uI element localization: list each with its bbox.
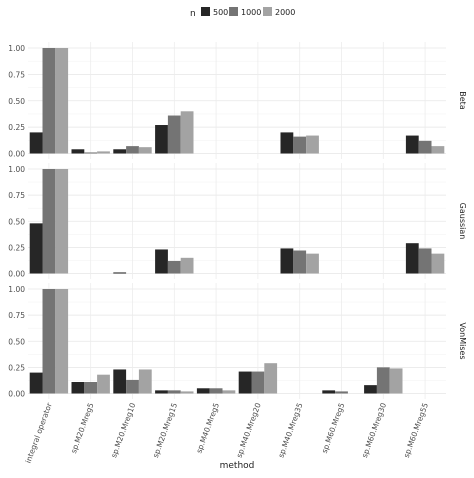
bar-VonMises-integral operator-500	[29, 372, 43, 394]
bar-VonMises-sp.M20.Mreg5-500	[71, 382, 85, 394]
bar-VonMises-integral operator-1000	[42, 289, 56, 394]
bar-Gaussian-integral operator-2000	[55, 169, 69, 274]
bar-Beta-sp.M20.Mreg5-2000	[97, 151, 110, 154]
y-tick-label: 0.00	[8, 270, 25, 279]
bar-Gaussian-sp.M20.Mreg15-2000	[180, 257, 194, 274]
legend-swatch-2000	[263, 7, 272, 16]
x-tick-label: sp.M20.Mreg5	[69, 401, 96, 454]
bar-Gaussian-integral operator-1000	[42, 169, 56, 274]
bar-Beta-sp.M20.Mreg5-500	[71, 149, 85, 154]
bar-VonMises-sp.M40.Mreg5-1000	[209, 388, 223, 394]
y-tick-label: 0.00	[8, 150, 25, 159]
x-tick-label: sp.M40.Mreg5	[194, 401, 221, 454]
legend-label-500: 500	[213, 8, 228, 17]
legend-swatch-500	[201, 7, 210, 16]
bar-VonMises-sp.M20.Mreg5-2000	[97, 374, 110, 394]
bar-Gaussian-sp.M40.Mreg35-2000	[306, 253, 319, 274]
bar-VonMises-sp.M20.Mreg10-2000	[138, 369, 152, 394]
bar-VonMises-sp.M20.Mreg15-1000	[167, 390, 181, 394]
bar-VonMises-sp.M20.Mreg15-500	[155, 390, 168, 394]
y-tick-label: 0.50	[8, 97, 25, 106]
bar-VonMises-sp.M40.Mreg20-500	[238, 371, 252, 394]
legend-title: n	[190, 9, 196, 19]
x-tick-label: sp.M40.Mreg20	[235, 401, 263, 459]
bar-Beta-sp.M40.Mreg35-1000	[293, 136, 307, 154]
x-tick-label: integral operator	[24, 401, 55, 465]
bar-VonMises-integral operator-2000	[55, 289, 69, 394]
legend-label-2000: 2000	[275, 8, 295, 17]
bar-VonMises-sp.M20.Mreg15-2000	[180, 391, 194, 394]
bar-VonMises-sp.M20.Mreg10-1000	[126, 379, 139, 394]
bar-VonMises-sp.M20.Mreg5-1000	[84, 382, 98, 394]
facet-strip-Gaussian: Gaussian	[458, 203, 467, 240]
bar-Gaussian-sp.M40.Mreg35-1000	[293, 250, 307, 274]
legend-label-1000: 1000	[241, 8, 261, 17]
facet-strip-VonMises: VonMises	[458, 322, 467, 359]
y-tick-label: 0.75	[8, 191, 25, 200]
y-tick-label: 0.25	[8, 123, 25, 132]
y-tick-label: 0.50	[8, 217, 25, 226]
bar-Beta-sp.M20.Mreg10-2000	[138, 147, 152, 154]
bar-Beta-sp.M20.Mreg15-1000	[167, 115, 181, 154]
x-tick-label: sp.M60.Mreg55	[402, 401, 430, 459]
y-tick-label: 1.00	[8, 44, 25, 53]
y-tick-label: 0.75	[8, 70, 25, 79]
bar-Gaussian-sp.M60.Mreg55-2000	[431, 253, 445, 274]
bar-VonMises-sp.M60.Mreg5-1000	[335, 391, 348, 394]
bar-VonMises-sp.M60.Mreg30-2000	[389, 368, 403, 394]
bar-Gaussian-sp.M20.Mreg15-500	[155, 249, 168, 274]
y-tick-label: 1.00	[8, 285, 25, 294]
bar-Beta-sp.M20.Mreg15-2000	[180, 111, 194, 154]
bar-VonMises-sp.M20.Mreg10-500	[113, 369, 127, 394]
bar-VonMises-sp.M40.Mreg5-2000	[222, 390, 236, 394]
x-tick-label: sp.M20.Mreg10	[109, 401, 137, 459]
bar-Beta-sp.M20.Mreg10-1000	[126, 146, 139, 154]
x-tick-label: sp.M20.Mreg15	[151, 401, 179, 459]
bar-Beta-integral operator-2000	[55, 48, 69, 154]
bar-Gaussian-sp.M60.Mreg55-500	[405, 243, 419, 274]
bar-Beta-integral operator-1000	[42, 48, 56, 154]
bar-Beta-sp.M60.Mreg55-2000	[431, 146, 445, 154]
y-tick-label: 0.50	[8, 337, 25, 346]
x-axis-title: method	[220, 461, 255, 471]
bar-Gaussian-sp.M20.Mreg15-1000	[167, 260, 181, 274]
legend-swatch-1000	[229, 7, 238, 16]
x-tick-label: sp.M60.Mreg30	[360, 401, 388, 459]
y-tick-label: 0.00	[8, 390, 25, 399]
bar-VonMises-sp.M60.Mreg5-500	[322, 390, 336, 394]
bar-Gaussian-sp.M40.Mreg35-500	[280, 248, 294, 274]
y-tick-label: 0.75	[8, 311, 25, 320]
bar-Gaussian-sp.M20.Mreg10-500	[113, 272, 127, 274]
facet-strip-Beta: Beta	[458, 91, 467, 110]
bar-Beta-sp.M20.Mreg5-1000	[84, 152, 98, 154]
bar-VonMises-sp.M60.Mreg30-1000	[376, 367, 390, 394]
bar-Beta-sp.M40.Mreg35-500	[280, 132, 294, 154]
bar-Beta-sp.M20.Mreg15-500	[155, 125, 168, 154]
bar-Gaussian-integral operator-500	[29, 223, 43, 274]
y-tick-label: 1.00	[8, 165, 25, 174]
bar-Beta-sp.M20.Mreg10-500	[113, 149, 127, 154]
bar-VonMises-sp.M40.Mreg20-2000	[264, 363, 278, 394]
bar-Beta-integral operator-500	[29, 132, 43, 154]
bar-Gaussian-sp.M60.Mreg55-1000	[418, 248, 432, 274]
bar-VonMises-sp.M40.Mreg20-1000	[251, 371, 265, 394]
bar-Beta-sp.M60.Mreg55-1000	[418, 140, 432, 154]
x-tick-label: sp.M40.Mreg35	[276, 401, 304, 459]
bar-VonMises-sp.M60.Mreg30-500	[364, 385, 377, 394]
y-tick-label: 0.25	[8, 363, 25, 372]
bar-Beta-sp.M40.Mreg35-2000	[306, 135, 319, 154]
y-tick-label: 0.25	[8, 243, 25, 252]
bar-VonMises-sp.M40.Mreg5-500	[196, 388, 210, 394]
x-tick-label: sp.M60.Mreg5	[320, 401, 347, 454]
bar-Beta-sp.M60.Mreg55-500	[405, 135, 419, 154]
